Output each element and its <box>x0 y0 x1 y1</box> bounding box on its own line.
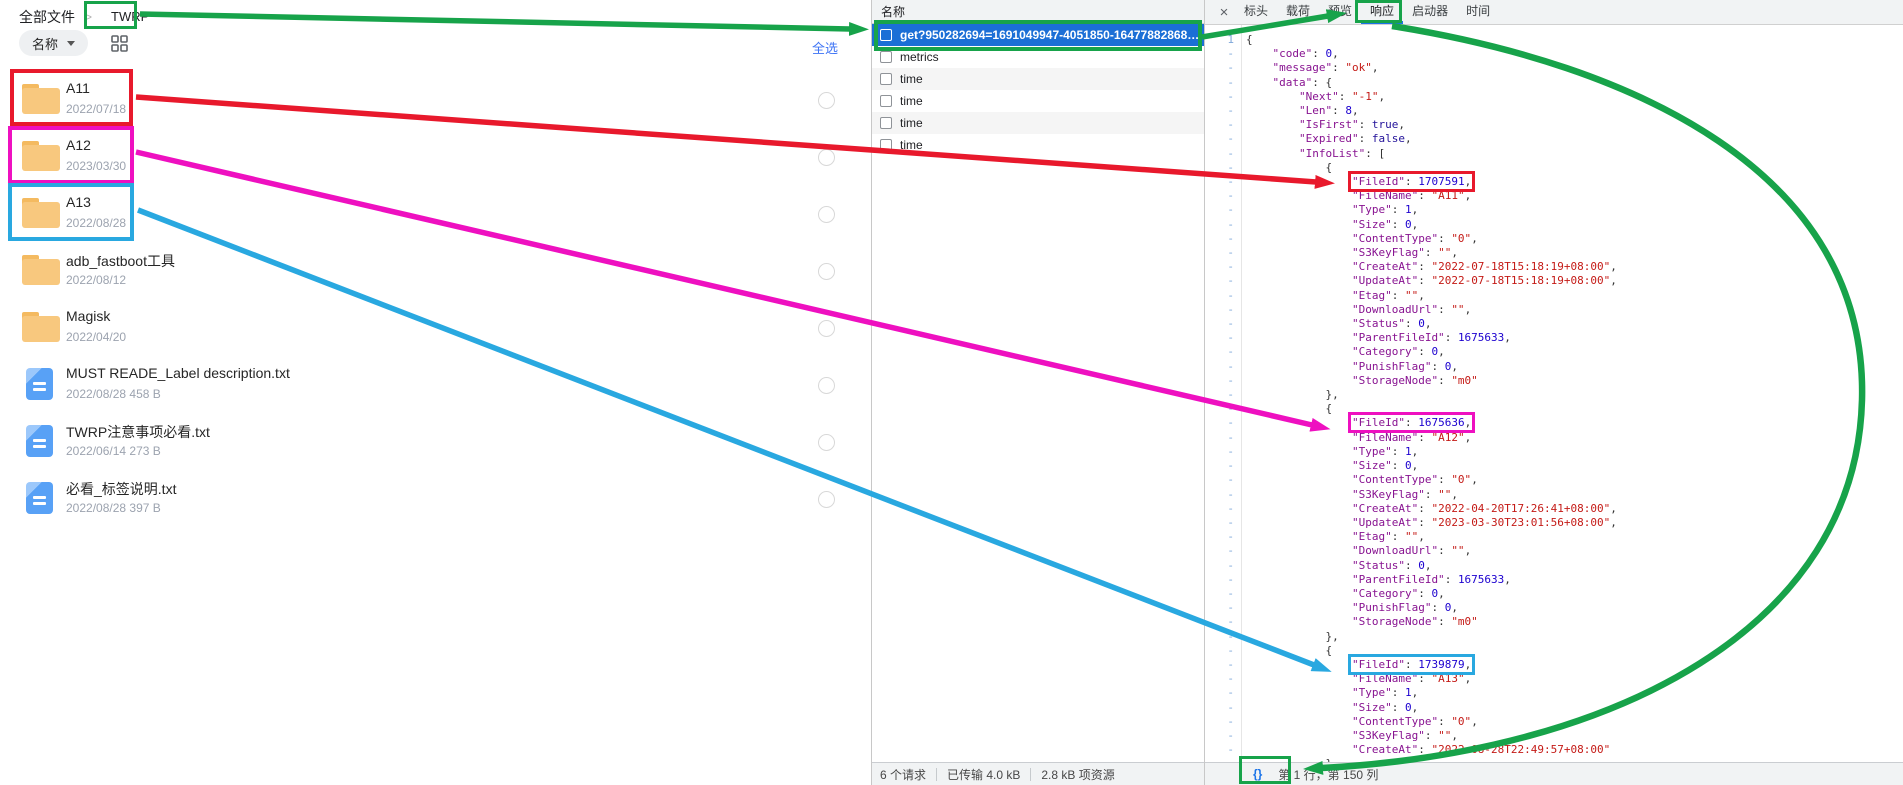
request-name: time <box>900 116 923 130</box>
network-status-bar: 6 个请求 已传输 4.0 kB 2.8 kB 项资源 <box>872 762 1204 785</box>
network-request-row[interactable]: time <box>872 112 1204 134</box>
request-checkbox[interactable] <box>880 139 892 151</box>
request-name: time <box>900 72 923 86</box>
file-row[interactable]: A13 2022/08/28 <box>0 187 871 244</box>
network-request-row[interactable]: get?950282694=1691049947-4051850-1647788… <box>872 24 1204 46</box>
pretty-print-button[interactable]: {} <box>1253 767 1263 781</box>
sort-label: 名称 <box>32 36 59 52</box>
row-select-circle[interactable] <box>818 263 835 280</box>
response-json-viewer: 1 - - - - - - - - - - - - - - - - - - - … <box>1205 25 1903 762</box>
file-meta: 2023/03/30 <box>66 159 127 173</box>
transferred-size: 已传输 4.0 kB <box>947 767 1021 782</box>
breadcrumb-separator-icon: > <box>85 9 93 24</box>
breadcrumb-current-twrp[interactable]: TWRP <box>111 9 150 24</box>
tab-载荷[interactable]: 载荷 <box>1286 4 1311 18</box>
detail-tab-bar: × 标头 载荷 预览 响应 启动器 时间 <box>1205 0 1903 25</box>
text-file-icon <box>26 482 53 514</box>
code-gutter[interactable]: 1 - - - - - - - - - - - - - - - - - - - … <box>1205 25 1242 762</box>
file-toolbar: 名称 <box>19 30 129 56</box>
row-select-circle[interactable] <box>818 491 835 508</box>
request-count: 6 个请求 <box>880 767 927 782</box>
file-row[interactable]: adb_fastboot工具 2022/08/12 <box>0 244 871 301</box>
row-select-circle[interactable] <box>818 206 835 223</box>
file-name: adb_fastboot工具 <box>66 253 175 269</box>
select-all-link[interactable]: 全选 <box>812 41 839 56</box>
file-row[interactable]: Magisk 2022/04/20 <box>0 301 871 358</box>
row-select-circle[interactable] <box>818 320 835 337</box>
file-meta: 2022/08/28 397 B <box>66 501 161 515</box>
file-name: A12 <box>66 137 91 153</box>
file-name: TWRP注意事项必看.txt <box>66 424 210 440</box>
request-name: get?950282694=1691049947-4051850-1647788… <box>900 28 1204 42</box>
text-file-icon <box>26 368 53 400</box>
row-select-circle[interactable] <box>818 92 835 109</box>
folder-icon <box>22 141 60 171</box>
text-file-icon <box>26 425 53 457</box>
request-checkbox[interactable] <box>880 95 892 107</box>
file-row[interactable]: A12 2023/03/30 <box>0 130 871 187</box>
close-icon[interactable]: × <box>1219 3 1229 21</box>
request-name: time <box>900 138 923 152</box>
file-manager-panel: 全部文件 > TWRP 名称 全选 A11 2022/07/18 A12 2023/0… <box>0 0 871 785</box>
network-request-row[interactable]: time <box>872 90 1204 112</box>
folder-icon <box>22 312 60 342</box>
file-row[interactable]: A11 2022/07/18 <box>0 73 871 130</box>
network-request-row[interactable]: time <box>872 68 1204 90</box>
file-row[interactable]: TWRP注意事项必看.txt 2022/06/14 273 B <box>0 415 871 472</box>
chevron-down-icon <box>67 40 76 46</box>
request-checkbox[interactable] <box>880 51 892 63</box>
file-meta: 2022/08/12 <box>66 273 127 287</box>
file-name: A13 <box>66 194 91 210</box>
folder-icon <box>22 84 60 114</box>
file-meta: 2022/08/28 458 B <box>66 387 161 401</box>
devtools-network-panel: 名称 get?950282694=1691049947-4051850-1647… <box>871 0 1204 785</box>
file-meta: 2022/07/18 <box>66 102 127 116</box>
request-name: metrics <box>900 50 939 64</box>
file-row[interactable]: MUST READE_Label description.txt 2022/08/… <box>0 358 871 415</box>
resources-size: 2.8 kB 项资源 <box>1041 767 1115 782</box>
tab-时间[interactable]: 时间 <box>1466 4 1491 18</box>
tab-标头[interactable]: 标头 <box>1244 4 1269 18</box>
tab-预览[interactable]: 预览 <box>1328 4 1353 18</box>
devtools-detail-panel: × 标头 载荷 预览 响应 启动器 时间 1 - - - - - - - - - - - … <box>1204 0 1903 785</box>
sort-by-name-button[interactable]: 名称 <box>19 30 89 56</box>
file-list: A11 2022/07/18 A12 2023/03/30 A13 2022/08/28 a… <box>0 73 871 529</box>
folder-icon <box>22 198 60 228</box>
network-request-row[interactable]: time <box>872 134 1204 156</box>
response-status-bar: {} 第 1 行，第 150 列 <box>1205 762 1903 785</box>
file-row[interactable]: 必看_标签说明.txt 2022/08/28 397 B <box>0 472 871 529</box>
caret-position: 第 1 行，第 150 列 <box>1278 767 1379 782</box>
breadcrumb: 全部文件 > TWRP <box>19 6 158 27</box>
breadcrumb-root[interactable]: 全部文件 <box>19 8 75 25</box>
divider <box>936 767 938 781</box>
tabs: 标头 载荷 预览 响应 启动器 时间 <box>1235 0 1499 24</box>
file-meta: 2022/08/28 <box>66 216 127 230</box>
request-checkbox[interactable] <box>880 73 892 85</box>
file-name: Magisk <box>66 308 111 324</box>
file-meta: 2022/04/20 <box>66 330 127 344</box>
file-name: 必看_标签说明.txt <box>66 481 177 497</box>
file-meta: 2022/06/14 273 B <box>66 444 161 458</box>
request-checkbox[interactable] <box>880 117 892 129</box>
divider <box>1030 767 1032 781</box>
network-request-row[interactable]: metrics <box>872 46 1204 68</box>
row-select-circle[interactable] <box>818 149 835 166</box>
network-name-column-header[interactable]: 名称 <box>872 0 1204 24</box>
folder-icon <box>22 255 60 285</box>
response-json-code: { "code": 0, "message": "ok", "data": { … <box>1246 33 1617 762</box>
file-name: MUST READE_Label description.txt <box>66 365 290 381</box>
request-name: time <box>900 94 923 108</box>
network-request-list: get?950282694=1691049947-4051850-1647788… <box>872 24 1204 156</box>
file-name: A11 <box>66 80 90 96</box>
row-select-circle[interactable] <box>818 434 835 451</box>
tab-启动器[interactable]: 启动器 <box>1412 4 1449 18</box>
row-select-circle[interactable] <box>818 377 835 394</box>
tab-响应[interactable]: 响应 <box>1361 0 1404 24</box>
request-checkbox[interactable] <box>880 29 892 41</box>
grid-view-icon[interactable] <box>110 34 129 53</box>
